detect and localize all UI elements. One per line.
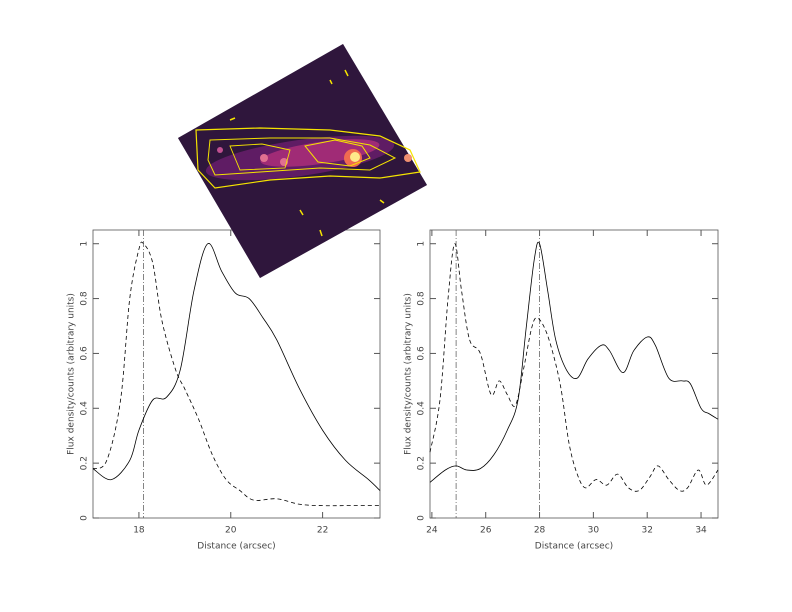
x-tick-label: 30 (588, 526, 600, 536)
y-tick-label: 0.8 (80, 291, 90, 306)
contour (207, 137, 397, 176)
plot-frame (429, 229, 719, 519)
y-tick-label: 0.2 (80, 456, 90, 470)
x-tick-label: 32 (641, 526, 652, 536)
y-tick-label: 0.4 (80, 401, 90, 416)
y-tick-label: 0.6 (417, 346, 427, 361)
y-axis-label: Flux density/counts (arbitrary units) (404, 293, 414, 455)
x-tick-label: 26 (480, 526, 492, 536)
plot: 18 20 22 0 0.2 0.4 0.6 0.8 1 Distance (arcsec) Flu… (67, 229, 381, 552)
x-tick-label: 24 (426, 526, 438, 536)
y-tick-label: 1 (80, 241, 90, 247)
x-tick-label: 18 (133, 526, 145, 536)
x-axis-label: Distance (arcsec) (197, 542, 275, 552)
plot-frame (92, 229, 381, 519)
x-axis-label: Distance (arcsec) (535, 542, 613, 552)
emission-peak (350, 152, 360, 162)
plot: 24 26 28 30 32 34 0 0.2 0.4 0.6 0.8 1 Distance (arcs… (404, 229, 719, 552)
y-axis-label: Flux density/counts (arbitrary units) (67, 293, 77, 455)
contour (195, 127, 421, 189)
emission-knot (404, 154, 412, 162)
y-tick-label: 0.4 (417, 401, 427, 416)
contour-fragment (229, 69, 385, 237)
y-tick-label: 0.2 (417, 456, 427, 470)
x-tick-label: 22 (317, 526, 328, 536)
emission (260, 139, 380, 167)
data-line (429, 243, 719, 492)
emission-knot (260, 154, 268, 162)
y-tick-label: 0.6 (80, 346, 90, 361)
x-tick-label: 34 (695, 526, 707, 536)
y-tick-label: 0 (80, 515, 90, 521)
contour (229, 143, 291, 171)
x-tick-label: 28 (534, 526, 546, 536)
y-tick-label: 0 (417, 515, 427, 521)
plots: 18 20 22 0 0.2 0.4 0.6 0.8 1 Distance (arcsec) Flu… (67, 229, 719, 552)
data-line (429, 241, 719, 483)
y-tick-label: 0.8 (417, 291, 427, 306)
galaxy-image (178, 44, 427, 278)
emission-knot (217, 147, 223, 153)
data-line (92, 243, 381, 491)
x-tick-label: 20 (225, 526, 237, 536)
data-line (92, 241, 380, 507)
contour (304, 139, 371, 167)
y-tick-label: 1 (417, 241, 427, 247)
